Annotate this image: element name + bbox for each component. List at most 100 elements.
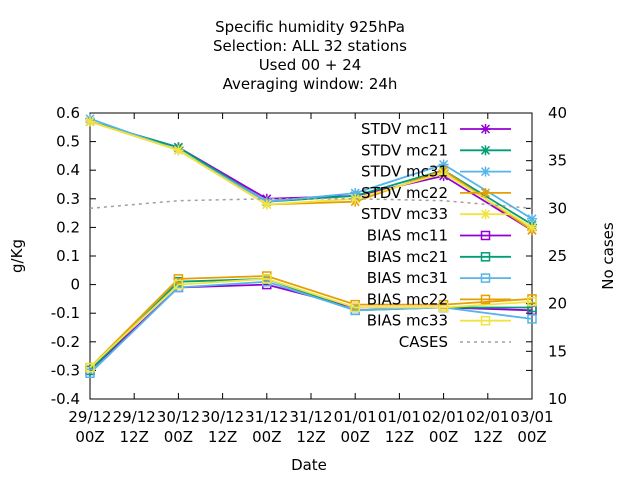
legend-marker bbox=[480, 145, 491, 156]
series-bias-mc33 bbox=[85, 274, 537, 373]
x-axis-label: Date bbox=[291, 456, 327, 474]
legend-marker bbox=[480, 252, 491, 262]
series-line bbox=[89, 283, 533, 372]
legend-label: CASES bbox=[399, 333, 448, 351]
legend-marker bbox=[480, 124, 491, 134]
x-tick-label-hour: 12Z bbox=[473, 428, 502, 446]
y-tick-label: 0.6 bbox=[56, 104, 80, 122]
series-line bbox=[89, 280, 533, 374]
data-point bbox=[173, 274, 184, 284]
legend-label: BIAS mc22 bbox=[367, 290, 448, 308]
y-tick-label: 0.5 bbox=[56, 133, 80, 151]
data-point bbox=[527, 314, 537, 324]
y-tick-label: -0.4 bbox=[51, 390, 80, 408]
data-point bbox=[438, 168, 449, 179]
x-tick-label-hour: 00Z bbox=[429, 428, 458, 446]
legend: STDV mc11 STDV mc21 STDV mc31 STDV mc22 STDV… bbox=[361, 120, 511, 351]
series-stdv-mc33 bbox=[85, 116, 537, 233]
y2-axis-label: No cases bbox=[599, 222, 617, 290]
legend-label: BIAS mc31 bbox=[367, 269, 448, 287]
legend-label: STDV mc11 bbox=[361, 120, 448, 138]
series-line bbox=[89, 277, 533, 369]
legend-label: STDV mc21 bbox=[361, 141, 448, 159]
data-point bbox=[85, 116, 95, 127]
y-tick-label: 0.4 bbox=[56, 161, 80, 179]
x-tick-label-date: 29/12 bbox=[113, 408, 156, 426]
x-tick-label-date: 01/01 bbox=[334, 408, 377, 426]
legend-label: STDV mc22 bbox=[361, 184, 448, 202]
series-line bbox=[89, 277, 532, 372]
data-point bbox=[527, 297, 537, 307]
y2-tick-label: 35 bbox=[548, 152, 567, 170]
x-tick-label-date: 30/12 bbox=[201, 408, 244, 426]
x-tick-label-hour: 00Z bbox=[252, 428, 281, 446]
data-series bbox=[85, 113, 537, 379]
legend-label: BIAS mc33 bbox=[367, 312, 448, 330]
x-tick-label-date: 01/01 bbox=[378, 408, 421, 426]
legend-marker bbox=[480, 273, 491, 283]
y2-tick-label: 15 bbox=[548, 342, 567, 360]
x-tick-label-date: 02/01 bbox=[422, 408, 465, 426]
data-point bbox=[527, 213, 537, 224]
data-point bbox=[85, 368, 95, 379]
x-tick-label-hour: 12Z bbox=[208, 428, 237, 446]
data-point bbox=[262, 274, 272, 284]
y2-tick-label: 40 bbox=[548, 104, 567, 122]
y-tick-label: -0.3 bbox=[51, 361, 80, 379]
x-tick-label-hour: 12Z bbox=[385, 428, 414, 446]
x-tick-label-hour: 00Z bbox=[517, 428, 546, 446]
x-tick-label-hour: 00Z bbox=[341, 428, 370, 446]
x-tick-label-date: 31/12 bbox=[289, 408, 332, 426]
series-stdv-mc21 bbox=[85, 116, 537, 230]
series-bias-mc22 bbox=[85, 271, 537, 373]
y2-tick-label: 25 bbox=[548, 247, 567, 265]
x-tick-label-date: 03/01 bbox=[510, 408, 553, 426]
x-tick-label-hour: 12Z bbox=[296, 428, 325, 446]
y-tick-label: 0.3 bbox=[56, 190, 80, 208]
x-tick-label-date: 29/12 bbox=[68, 408, 111, 426]
legend-marker bbox=[480, 294, 491, 305]
legend-label: STDV mc31 bbox=[361, 163, 448, 181]
title-line-2: Used 00 + 24 bbox=[259, 56, 362, 74]
series-stdv-mc22 bbox=[85, 116, 537, 236]
title-line-3: Averaging window: 24h bbox=[223, 75, 398, 93]
title-line-0: Specific humidity 925hPa bbox=[215, 18, 405, 36]
x-tick-label-date: 31/12 bbox=[245, 408, 288, 426]
y-axis-label: g/Kg bbox=[8, 239, 26, 273]
x-tick-label-date: 02/01 bbox=[466, 408, 509, 426]
title-line-1: Selection: ALL 32 stations bbox=[213, 37, 407, 55]
data-point bbox=[350, 302, 360, 313]
y2-tick-label: 20 bbox=[548, 295, 567, 313]
series-line bbox=[89, 120, 533, 226]
data-point bbox=[173, 279, 184, 290]
data-point bbox=[85, 362, 95, 373]
y-tick-label: 0.1 bbox=[56, 247, 80, 265]
legend-marker bbox=[480, 230, 491, 241]
data-point bbox=[350, 193, 361, 204]
series-stdv-mc11 bbox=[85, 116, 537, 236]
y-tick-label: 0 bbox=[70, 276, 80, 294]
x-tick-label-hour: 00Z bbox=[75, 428, 104, 446]
series-line bbox=[89, 120, 533, 229]
x-tick-label-date: 30/12 bbox=[157, 408, 200, 426]
legend-marker bbox=[480, 187, 491, 198]
legend-label: BIAS mc11 bbox=[367, 227, 448, 245]
y-tick-label: 0.2 bbox=[56, 218, 80, 236]
series-stdv-mc31 bbox=[85, 113, 537, 224]
data-point bbox=[173, 145, 184, 156]
y-tick-label: -0.1 bbox=[51, 304, 80, 322]
data-point bbox=[261, 199, 272, 210]
legend-marker bbox=[480, 209, 491, 220]
legend-label: STDV mc33 bbox=[361, 205, 448, 223]
y2-axis-ticks: 10 15 20 25 30 35 40 bbox=[526, 104, 567, 408]
x-tick-label-hour: 00Z bbox=[164, 428, 193, 446]
series-line bbox=[89, 275, 533, 369]
legend-label: BIAS mc21 bbox=[367, 248, 448, 266]
x-tick-label-hour: 12Z bbox=[120, 428, 149, 446]
data-point bbox=[527, 222, 537, 233]
legend-marker bbox=[480, 166, 491, 177]
y2-tick-label: 30 bbox=[548, 199, 567, 217]
legend-marker bbox=[480, 315, 491, 326]
